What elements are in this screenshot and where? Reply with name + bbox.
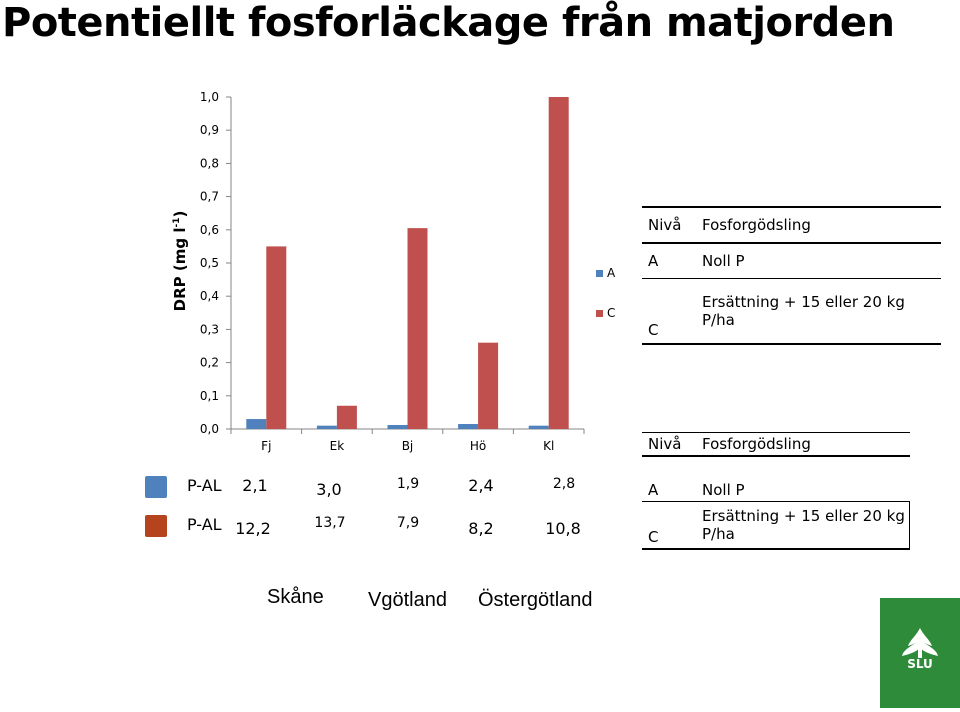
pal-c-bj: 7,9 — [396, 515, 420, 531]
info-top-row-c-level: C — [648, 321, 659, 339]
info-bottom-row-a-value: Noll P — [696, 456, 910, 502]
bar-a-hö — [458, 424, 479, 429]
x-tick-label: Bj — [402, 439, 414, 453]
bar-a-fj — [246, 419, 267, 429]
region-ostergotland: Östergötland — [478, 589, 593, 611]
info-bottom-header-level: Nivå — [642, 432, 696, 457]
y-tick-label: 0,0 — [200, 422, 219, 436]
y-tick-label: 1,0 — [200, 90, 219, 104]
bar-a-bj — [387, 425, 408, 429]
pal-a-fj: 2,1 — [242, 476, 268, 495]
y-tick-label: 0,9 — [200, 123, 219, 137]
pal-a-ho: 2,4 — [468, 476, 494, 495]
y-tick-label: 0,6 — [200, 223, 219, 237]
info-top-header-fertilization: Fosforgödsling — [696, 207, 941, 244]
bar-a-kl — [528, 425, 549, 429]
y-tick-label: 0,7 — [200, 190, 219, 204]
x-tick-label: Ek — [330, 439, 345, 453]
pal-c-ek: 13,7 — [314, 515, 346, 531]
pal-swatch-a — [145, 476, 167, 498]
y-tick-label: 0,3 — [200, 322, 219, 336]
legend-swatch-c — [596, 310, 603, 317]
bar-chart: 0,0 0,1 0,2 0,3 0,4 0,5 0,6 0,7 0,8 0,9 1,0 Fj Ek Bj H… — [200, 90, 585, 453]
info-bottom-row-c-value: Ersättning + 15 eller 20 kg P/ha — [696, 501, 910, 549]
pal-a-kl: 2,8 — [552, 476, 576, 492]
region-skane: Skåne — [267, 586, 324, 608]
bar-a-ek — [316, 425, 337, 429]
pal-label-c: P-AL — [187, 515, 222, 534]
pal-a-ek: 3,0 — [316, 480, 342, 499]
bar-c-kl — [548, 97, 569, 429]
bar-c-fj — [266, 246, 287, 429]
pal-c-ho: 8,2 — [468, 519, 494, 538]
pal-c-kl: 10,8 — [545, 519, 581, 538]
x-tick-label: Kl — [543, 439, 554, 453]
page-title: Potentiellt fosforläckage från matjorden — [2, 0, 895, 46]
info-bottom-row-c-level: C — [648, 528, 659, 546]
slu-logo: SLU — [880, 598, 960, 708]
info-top-row-a-value: Noll P — [696, 243, 941, 279]
info-top-row-c-value: Ersättning + 15 eller 20 kg P/ha — [702, 293, 905, 329]
x-tick-label: Fj — [261, 439, 271, 453]
info-bottom-header-fertilization: Fosforgödsling — [696, 432, 910, 457]
legend-item-c: C — [596, 306, 615, 320]
y-tick-label: 0,4 — [200, 289, 219, 303]
info-bottom-row-a-level: A — [642, 456, 696, 502]
y-tick-label: 0,5 — [200, 256, 219, 270]
chart-legend: A C — [596, 262, 626, 332]
slu-logo-text: SLU — [907, 657, 933, 671]
bar-c-hö — [478, 342, 499, 429]
info-top-header-level: Nivå — [642, 207, 696, 244]
legend-item-a: A — [596, 266, 615, 280]
pal-row-a: P-AL 2,1 3,0 1,9 2,4 2,8 — [145, 476, 615, 502]
info-top-row-a-level: A — [642, 243, 696, 279]
bar-c-bj — [407, 228, 428, 429]
x-tick-label: Hö — [470, 439, 486, 453]
y-tick-label: 0,8 — [200, 156, 219, 170]
legend-swatch-a — [596, 270, 603, 277]
info-table-bottom: Nivå Fosforgödsling A Noll P C Ersättnin… — [642, 432, 910, 550]
pal-row-c: P-AL 12,2 13,7 7,9 8,2 10,8 — [145, 515, 615, 541]
info-table-top: Nivå Fosforgödsling A Noll P C Ersättnin… — [642, 206, 941, 345]
region-vgotland: Vgötland — [368, 589, 447, 611]
pal-a-bj: 1,9 — [396, 476, 420, 492]
y-tick-label: 0,1 — [200, 389, 219, 403]
pal-c-fj: 12,2 — [235, 519, 271, 538]
pal-label-a: P-AL — [187, 476, 222, 495]
bar-c-ek — [336, 405, 357, 429]
pal-swatch-c — [145, 515, 167, 537]
leaf-icon: SLU — [902, 628, 938, 671]
y-tick-label: 0,2 — [200, 356, 219, 370]
